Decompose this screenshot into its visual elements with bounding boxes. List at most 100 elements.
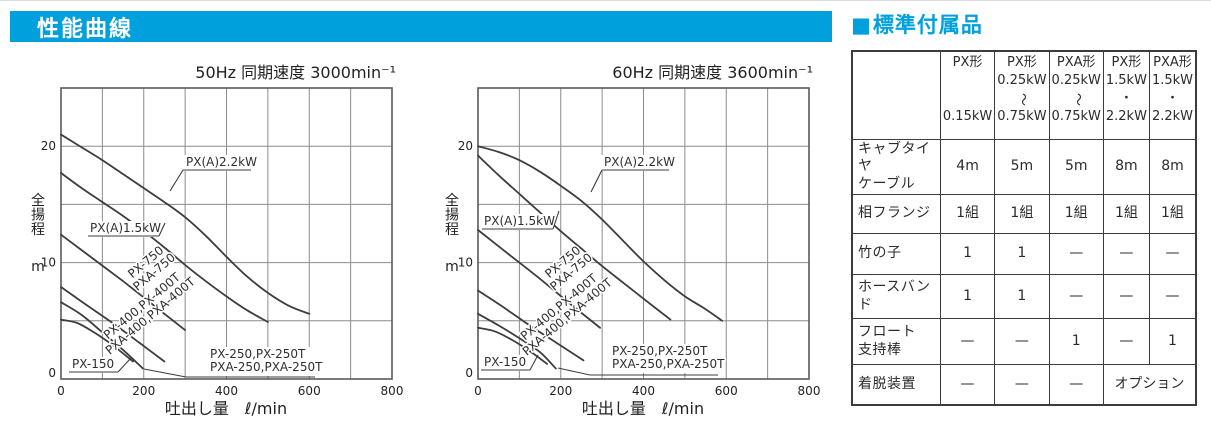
x-tick-label: 800 (798, 384, 821, 398)
accessories-row-2: 竹の子 1 1— — — (851, 233, 1197, 275)
y-tick-label: 10 (41, 256, 56, 270)
col-header-line: PX形 (1007, 55, 1037, 70)
accessories-cell: 1 (939, 274, 996, 319)
accessories-cell: 1組 (1048, 194, 1104, 234)
curve-px-750-pxa-750-50hz (60, 233, 186, 331)
accessories-cell: 1組 (1148, 194, 1197, 234)
accessories-col-header-4: PXA形 1.5kW ・ 2.2kW (1148, 50, 1197, 140)
accessories-row-label: 相フランジ (851, 194, 941, 234)
curve-px-a-2-2kw-50hz (60, 133, 311, 315)
accessories-cell: 4m (939, 138, 996, 195)
accessories-row-3: ホースバンド 1 1— — — (851, 274, 1197, 319)
accessories-cell: — (1048, 233, 1104, 275)
label-leader-line (143, 368, 315, 378)
accessories-cell: 1 (939, 233, 996, 275)
accessories-cell: 5m (994, 138, 1050, 195)
accessories-cell: — (939, 318, 996, 365)
y-tick-label: 0 (48, 366, 56, 380)
accessories-row-label: 着脱装置 (851, 364, 941, 405)
col-header-line: 〜 (1015, 92, 1031, 106)
accessories-cell: — (1048, 364, 1104, 405)
accessories-cell: 8m (1102, 138, 1150, 195)
curve-label-px-a-1-5kw-60hz: PX(A)1.5kW (481, 210, 560, 230)
col-header-line: ・ (1165, 91, 1179, 106)
curve-px-400-px-400t-pxa-400-pxa-400t-50hz (60, 286, 166, 363)
accessories-cell: 1 (1148, 318, 1197, 365)
accessories-header-row: PX形 0.15kW PX形 0.25kW 〜 0.75kW PXA形 0.25kW 〜 0.75… (851, 50, 1197, 140)
col-header-line: PXA形 (1153, 55, 1192, 70)
curve-label-px-150-60hz: PX-150 (481, 354, 539, 371)
curve-px-a-2-2kw-60hz (477, 145, 723, 322)
label-background (207, 347, 321, 376)
corner-cell (851, 50, 941, 140)
col-header-line: 0.15kW (942, 109, 993, 124)
section-title: 性能曲線 (37, 16, 134, 42)
label-background (481, 214, 554, 230)
x-tick-label: 200 (132, 384, 155, 398)
y-tick-label: 10 (458, 256, 473, 270)
y-axis-label-char: 揚 (31, 207, 45, 224)
accessories-cell: オプション (1102, 364, 1197, 405)
accessories-title-text: 標準付属品 (872, 13, 983, 37)
curve-label-line: PXA-400,PXA-400T (103, 274, 199, 357)
accessories-cell: 1組 (1102, 194, 1150, 234)
y-axis-label-60hz: 全揚程 m (445, 192, 459, 275)
label-leader-line (590, 169, 603, 193)
accessories-cell: 5m (1048, 138, 1104, 195)
x-tick-label: 200 (549, 384, 572, 398)
label-leader-line (169, 169, 184, 192)
y-tick-label: 0 (465, 366, 473, 380)
curve-px-400-px-400t-pxa-400-pxa-400t-60hz (477, 289, 585, 362)
curve-px-a-1-5kw-50hz (60, 172, 269, 323)
label-leader-line (557, 367, 718, 376)
curve-label-line: PX-150 (484, 355, 526, 369)
curve-px-250-px-250t-pxa-250-pxa-250t-60hz (477, 312, 557, 370)
x-tick-label: 0 (474, 384, 482, 398)
curve-label-line: PX(A)2.2kW (604, 155, 675, 169)
curve-label-px-a-2-2kw-60hz: PX(A)2.2kW (590, 154, 677, 193)
accessories-cell: 1 (994, 233, 1050, 275)
col-header-line: 0.25kW (1051, 73, 1101, 89)
plot-area-60hz (477, 87, 810, 380)
y-axis-label-char: 全 (445, 192, 459, 209)
col-header-line: 〜 (1069, 92, 1085, 106)
curve-label-line: PX-150 (72, 357, 114, 371)
x-tick-label: 800 (381, 384, 404, 398)
col-header-line: PXA形 (1056, 55, 1096, 70)
accessories-cell: 1組 (994, 194, 1050, 234)
x-tick-label: 600 (298, 384, 321, 398)
col-header-line: PX形 (952, 55, 983, 70)
curve-px-250-px-250t-pxa-250-pxa-250t-50hz (60, 301, 144, 370)
y-axis-unit: m (31, 259, 45, 275)
label-leader-line (552, 210, 560, 230)
chart-title-60hz: 60Hz 同期速度 3600min⁻¹ (612, 63, 813, 82)
curve-label-line: PX-250,PX-250T (612, 344, 708, 358)
col-header-line: PX形 (1111, 55, 1142, 70)
accessories-row-4: フロート 支持棒 — —1—1 (851, 318, 1197, 365)
accessories-row-5: 着脱装置 — — — オプション (851, 364, 1197, 405)
label-background (183, 155, 256, 171)
x-tick-label: 400 (632, 384, 655, 398)
accessories-cell: — (1148, 233, 1197, 275)
curve-label-line: PXA-400,PXA-400T (520, 275, 616, 358)
col-header-line: 2.2kW (1151, 109, 1193, 124)
accessories-col-header-3: PX形 1.5kW ・ 2.2kW (1102, 50, 1150, 140)
y-axis-label-char: 揚 (445, 207, 459, 224)
grid-50hz (61, 88, 392, 379)
y-axis-label-char: 程 (31, 222, 45, 238)
accessories-cell: — (1102, 318, 1150, 365)
label-background (87, 221, 160, 237)
curve-px-750-pxa-750-60hz (477, 229, 601, 329)
x-tick-label: 600 (715, 384, 738, 398)
y-axis-label-50hz: 全揚程 m (31, 192, 45, 275)
accessories-row-label: 竹の子 (851, 233, 941, 275)
accessories-row-0: キャブタイヤ ケーブル 4m 5m 5m 8m 8m (851, 138, 1197, 195)
page-top-border (0, 0, 1211, 1)
accessories-col-header-0: PX形 0.15kW (939, 50, 996, 140)
